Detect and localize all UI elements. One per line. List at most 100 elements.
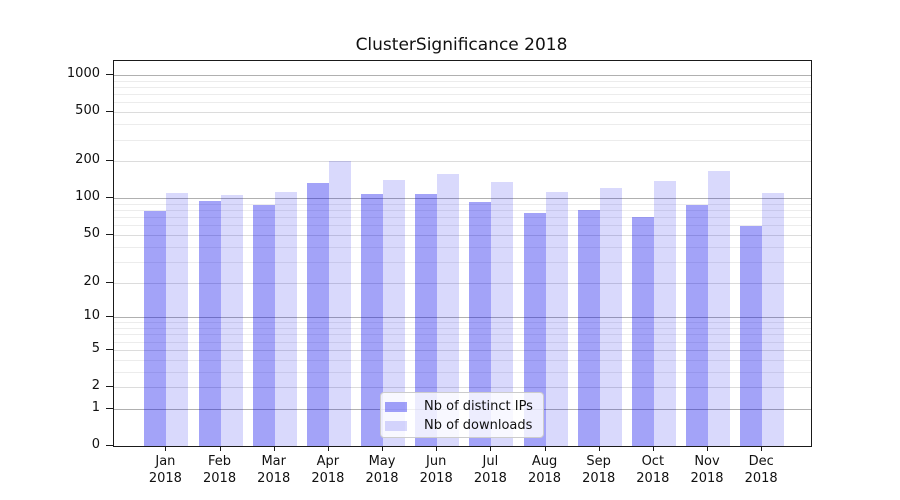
bar-sep-s1 [599, 188, 622, 446]
y-tick-mark [106, 281, 113, 283]
x-tick-mark [436, 446, 438, 451]
x-tick-line: 2018 [636, 471, 670, 486]
x-tick-mark [165, 446, 167, 451]
bar-nov-s0 [686, 204, 708, 446]
bar-jan-s0 [144, 210, 167, 446]
bar-oct-s0 [631, 217, 654, 446]
y-tick-label: 200 [75, 152, 100, 168]
minor-gridline [114, 225, 811, 227]
x-tick-label: Aug 2018 [517, 453, 573, 487]
bar-jan-s1 [166, 193, 189, 446]
x-tick-line: 2018 [257, 471, 291, 486]
y-tick-label: 100 [75, 189, 100, 205]
x-tick-label: Jan 2018 [137, 453, 193, 487]
x-tick-line: 2018 [473, 471, 507, 486]
x-tick-label: Nov 2018 [679, 453, 735, 487]
bar-dec-s1 [762, 193, 785, 446]
x-tick-label: Dec 2018 [733, 453, 789, 487]
y-tick-label: 20 [83, 273, 100, 289]
minor-gridline [114, 210, 811, 212]
x-tick-label: Feb 2018 [192, 453, 248, 487]
legend-label-distinct-ips: Nb of distinct IPs [424, 399, 533, 414]
x-tick-line: 2018 [744, 471, 778, 486]
gridline-200 [114, 161, 811, 163]
x-tick-line: Dec [748, 454, 774, 469]
legend-item-distinct-ips: Nb of distinct IPs [385, 397, 537, 416]
bar-oct-s1 [653, 181, 676, 446]
y-tick-mark [106, 348, 113, 350]
x-tick-mark [652, 446, 654, 451]
y-tick-mark [106, 407, 113, 409]
x-tick-line: 2018 [419, 471, 453, 486]
bar-mar-s1 [274, 192, 297, 446]
x-tick-line: Sep [586, 454, 611, 469]
legend-swatch-distinct-ips [385, 401, 407, 412]
y-tick-mark [106, 316, 113, 318]
x-tick-line: 2018 [148, 471, 182, 486]
x-tick-label: Sep 2018 [571, 453, 627, 487]
x-tick-line: Feb [208, 454, 232, 469]
bar-aug-s1 [545, 192, 568, 446]
bar-dec-s0 [740, 226, 763, 446]
y-tick-mark [106, 233, 113, 235]
minor-gridline [114, 80, 811, 82]
minor-gridline [114, 341, 811, 343]
plot-area [113, 60, 812, 447]
bar-may-s1 [383, 180, 406, 446]
bar-apr-s0 [306, 182, 329, 446]
bar-mar-s0 [252, 204, 275, 446]
bar-jun-s1 [437, 173, 460, 446]
gridline-2 [114, 387, 811, 388]
bar-jul-s0 [469, 202, 492, 446]
x-tick-mark [382, 446, 384, 451]
x-tick-label: Jun 2018 [408, 453, 464, 487]
chart-title: ClusterSignificance 2018 [355, 35, 568, 55]
y-tick-label: 0 [91, 437, 100, 452]
y-tick-label: 1 [91, 399, 100, 415]
x-tick-line: Nov [694, 454, 720, 469]
minor-gridline [114, 261, 811, 263]
x-tick-mark [327, 446, 329, 451]
x-tick-line: Oct [641, 454, 665, 469]
legend-swatch-downloads [385, 420, 407, 431]
minor-gridline [114, 334, 811, 336]
x-tick-line: May [368, 454, 396, 469]
y-tick-label: 10 [83, 308, 100, 324]
x-tick-mark [273, 446, 275, 451]
x-tick-label: May 2018 [354, 453, 410, 487]
bar-apr-s1 [328, 161, 351, 446]
x-tick-mark [544, 446, 546, 451]
x-tick-line: 2018 [203, 471, 237, 486]
gridline-10 [114, 317, 811, 319]
y-tick-mark [106, 160, 113, 162]
minor-gridline [114, 102, 811, 104]
minor-gridline [114, 246, 811, 248]
y-tick-label: 2 [91, 378, 100, 393]
bar-feb-s1 [220, 194, 243, 446]
x-tick-line: Mar [261, 454, 286, 469]
gridline-500 [114, 112, 811, 114]
bar-jul-s1 [491, 182, 514, 446]
legend: Nb of distinct IPs Nb of downloads [380, 392, 544, 438]
legend-item-downloads: Nb of downloads [385, 416, 537, 435]
minor-gridline [114, 94, 811, 96]
gridline-5 [114, 349, 811, 351]
bar-sep-s0 [577, 210, 600, 446]
minor-gridline [114, 371, 811, 373]
x-tick-label: Apr 2018 [300, 453, 356, 487]
x-tick-line: Jun [426, 454, 447, 469]
bar-may-s0 [361, 194, 384, 446]
gridline-100 [114, 198, 811, 200]
x-tick-mark [761, 446, 763, 451]
minor-gridline [114, 322, 811, 324]
y-tick-mark [106, 73, 113, 75]
y-tick-label: 1000 [66, 65, 100, 81]
minor-gridline [114, 203, 811, 205]
x-tick-label: Jul 2018 [462, 453, 518, 487]
x-tick-line: Jul [482, 454, 499, 469]
gridline-50 [114, 234, 811, 236]
x-tick-mark [598, 446, 600, 451]
y-tick-mark [106, 445, 113, 446]
minor-gridline [114, 359, 811, 361]
